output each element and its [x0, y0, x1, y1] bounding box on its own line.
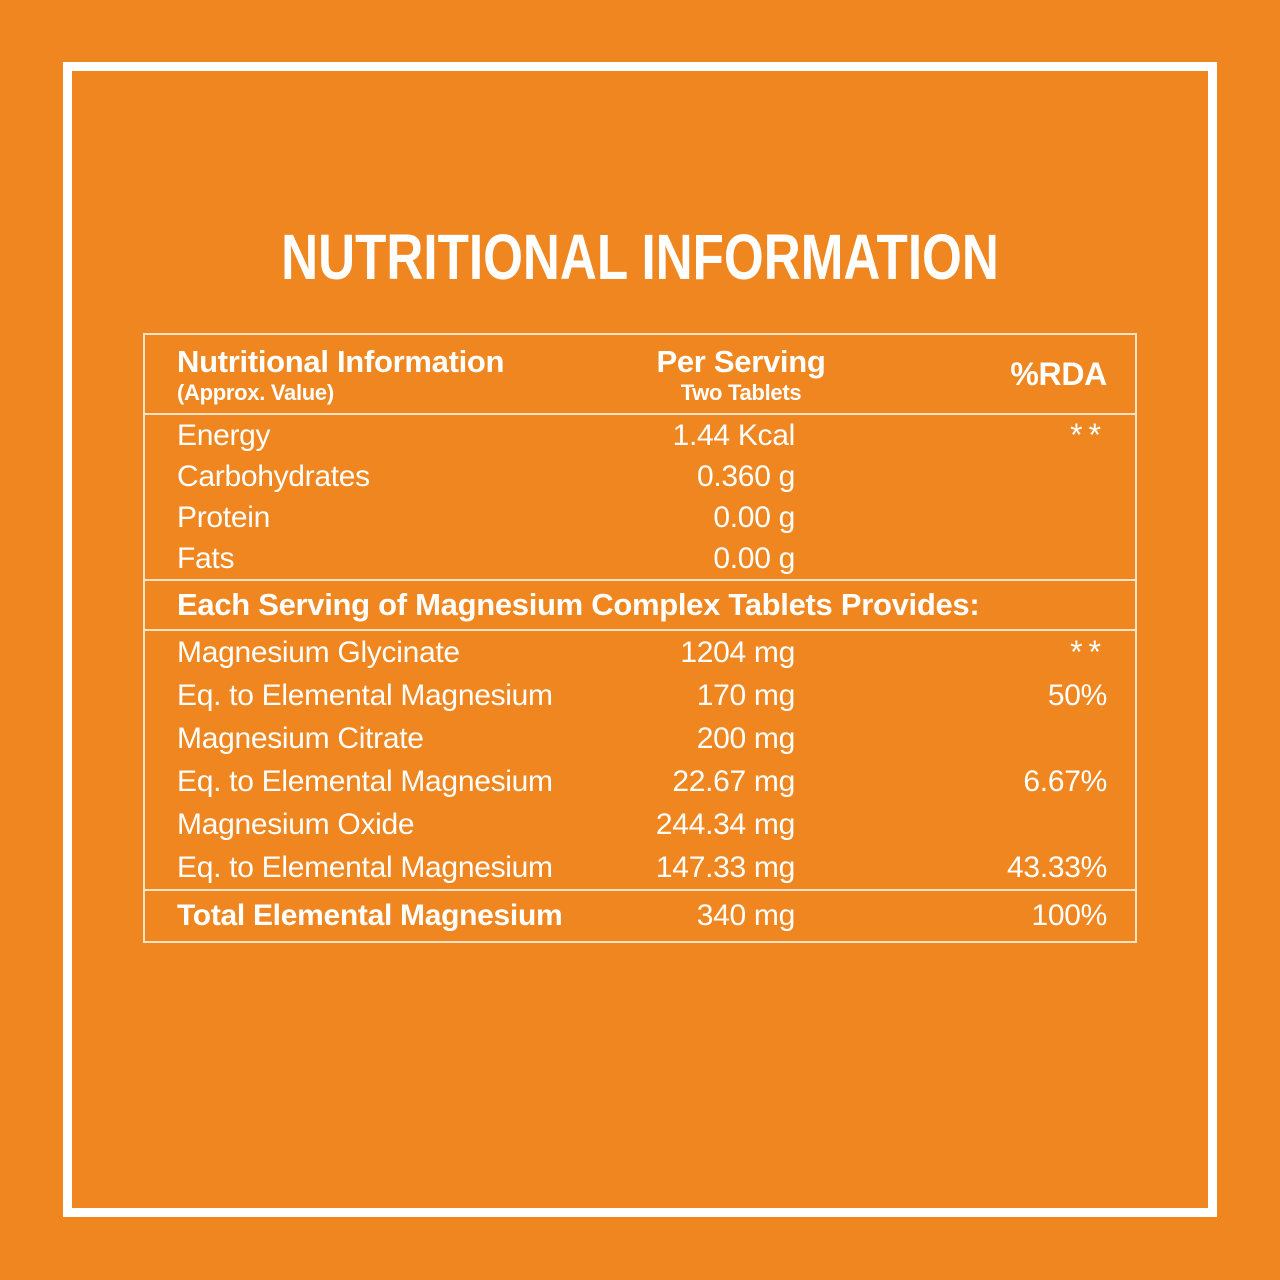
nutrient-name: Protein	[177, 501, 270, 534]
table-row: Eq. to Elemental Magnesium 147.33 mg 43.33…	[145, 846, 1135, 889]
table-row: Magnesium Glycinate 1204 mg **	[145, 631, 1135, 674]
header-serving-subtitle: Two Tablets	[680, 380, 802, 405]
nutrient-value: 1.44 Kcal	[672, 419, 796, 452]
macros-section: Energy 1.44 Kcal ** Carbohydrates 0.360 g Pro…	[145, 415, 1135, 579]
nutrient-name: Eq. to Elemental Magnesium	[177, 679, 553, 712]
nutrient-rda	[795, 717, 1135, 760]
nutrient-rda: 43.33%	[1007, 851, 1107, 884]
nutrient-rda	[795, 538, 1135, 579]
nutrient-name: Eq. to Elemental Magnesium	[177, 851, 553, 884]
table-row: Magnesium Oxide 244.34 mg	[145, 803, 1135, 846]
nutrient-name: Fats	[177, 542, 235, 575]
section-heading: Each Serving of Magnesium Complex Tablet…	[145, 579, 1135, 631]
nutrition-table: Nutritional Information (Approx. Value) …	[143, 333, 1137, 943]
nutrient-rda	[795, 803, 1135, 846]
page-title: NUTRITIONAL INFORMATION	[281, 221, 999, 293]
total-value: 340 mg	[696, 899, 796, 932]
nutrient-name: Magnesium Citrate	[177, 722, 424, 755]
table-row: Eq. to Elemental Magnesium 22.67 mg 6.67%	[145, 760, 1135, 803]
outer-border-frame	[63, 62, 1217, 1217]
table-row: Fats 0.00 g	[145, 538, 1135, 579]
table-row: Magnesium Citrate 200 mg	[145, 717, 1135, 760]
nutrient-value: 170 mg	[696, 679, 796, 712]
nutrient-name: Magnesium Oxide	[177, 808, 415, 841]
header-serving-title: Per Serving	[656, 344, 826, 379]
nutrient-rda: **	[1070, 417, 1107, 453]
nutrient-name: Eq. to Elemental Magnesium	[177, 765, 553, 798]
nutrient-value: 244.34 mg	[655, 808, 795, 841]
header-col-nutrient: Nutritional Information (Approx. Value)	[145, 335, 575, 413]
nutrient-value: 22.67 mg	[672, 765, 795, 798]
total-label: Total Elemental Magnesium	[177, 899, 563, 932]
nutrient-value: 0.00 g	[713, 542, 795, 575]
nutrient-rda: 50%	[1047, 679, 1107, 712]
header-col-serving: Per Serving Two Tablets	[631, 335, 851, 413]
table-row: Energy 1.44 Kcal **	[145, 415, 1135, 456]
header-nutrient-title: Nutritional Information	[177, 344, 505, 379]
header-nutrient-subtitle: (Approx. Value)	[177, 380, 334, 405]
table-row: Protein 0.00 g	[145, 497, 1135, 538]
nutrient-name: Magnesium Glycinate	[177, 636, 460, 669]
total-rda: 100%	[1031, 899, 1107, 932]
table-row: Carbohydrates 0.360 g	[145, 456, 1135, 497]
nutrient-value: 0.00 g	[713, 501, 795, 534]
nutrient-value: 1204 mg	[680, 636, 795, 669]
nutrient-rda: 6.67%	[1023, 765, 1107, 798]
magnesium-section: Magnesium Glycinate 1204 mg ** Eq. to Eleme…	[145, 631, 1135, 889]
table-header-row: Nutritional Information (Approx. Value) …	[145, 335, 1135, 415]
nutrient-value: 0.360 g	[697, 460, 795, 493]
nutrient-name: Carbohydrates	[177, 460, 370, 493]
total-row: Total Elemental Magnesium 340 mg 100%	[145, 889, 1135, 941]
nutrient-value: 200 mg	[696, 722, 796, 755]
nutrient-value: 147.33 mg	[655, 851, 795, 884]
nutrient-name: Energy	[177, 419, 271, 452]
nutrient-rda: **	[1070, 634, 1107, 670]
header-col-rda: %RDA	[1010, 355, 1107, 392]
table-row: Eq. to Elemental Magnesium 170 mg 50%	[145, 674, 1135, 717]
nutrient-rda	[795, 456, 1135, 497]
nutrient-rda	[795, 497, 1135, 538]
